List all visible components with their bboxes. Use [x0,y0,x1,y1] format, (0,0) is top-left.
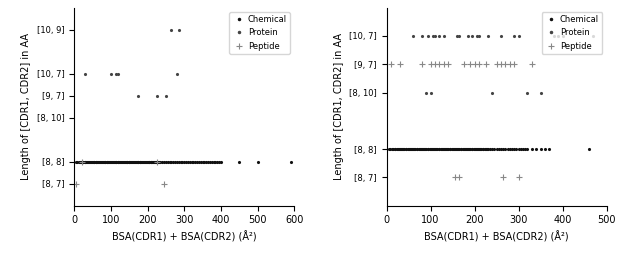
Line: Chemical: Chemical [387,147,591,151]
Protein [469,34,476,38]
Protein [524,91,531,94]
Peptide [387,63,395,66]
Protein [537,91,544,94]
Peptide [427,63,435,66]
Peptide [500,176,507,179]
Legend: Chemical, Protein, Peptide: Chemical, Protein, Peptide [542,12,602,54]
Protein [488,91,496,94]
Protein [135,94,142,97]
Protein [590,34,597,38]
Protein [550,34,558,38]
Protein [115,72,122,75]
Chemical [79,160,87,163]
Chemical [142,160,149,163]
Protein [162,94,170,97]
Protein [418,34,425,38]
Line: Peptide: Peptide [73,159,167,186]
Peptide [482,63,490,66]
Peptide [72,182,80,185]
Protein [464,34,472,38]
Peptide [502,63,509,66]
Protein [175,28,183,31]
Protein [436,34,443,38]
Protein [473,34,480,38]
Chemical [206,160,214,163]
X-axis label: BSA(CDR1) + BSA(CDR2) (Å²): BSA(CDR1) + BSA(CDR2) (Å²) [424,231,569,242]
Protein [511,34,518,38]
Protein [497,34,504,38]
Y-axis label: Length of [CDR1, CDR2] in AA: Length of [CDR1, CDR2] in AA [334,33,344,180]
Protein [107,72,115,75]
Y-axis label: Length of [CDR1, CDR2] in AA: Length of [CDR1, CDR2] in AA [21,33,31,180]
Peptide [451,176,459,179]
Peptide [456,176,463,179]
Chemical [287,160,294,163]
Line: Protein: Protein [411,34,595,94]
Peptide [440,63,448,66]
Protein [173,72,181,75]
Protein [484,34,491,38]
Peptide [471,63,478,66]
Protein [559,34,566,38]
Peptide [160,182,168,185]
Line: Chemical: Chemical [74,160,292,163]
Protein [453,34,461,38]
Peptide [515,176,522,179]
Legend: Chemical, Protein, Peptide: Chemical, Protein, Peptide [229,12,290,54]
Protein [475,34,483,38]
Chemical [422,148,429,151]
Protein [456,34,463,38]
Protein [425,34,432,38]
Chemical [147,160,154,163]
Peptide [460,63,467,66]
Peptide [78,160,85,163]
Chemical [420,148,428,151]
Peptide [436,63,443,66]
Chemical [186,160,194,163]
Peptide [511,63,518,66]
Peptide [497,63,504,66]
Peptide [153,160,160,163]
Protein [427,91,435,94]
Protein [429,34,436,38]
Peptide [493,63,500,66]
Line: Peptide: Peptide [388,61,535,180]
Protein [409,34,417,38]
Protein [82,72,89,75]
Protein [168,28,175,31]
Peptide [506,63,514,66]
Peptide [528,63,535,66]
Chemical [72,160,80,163]
Chemical [467,148,474,151]
Peptide [467,63,474,66]
Chemical [586,148,593,151]
Line: Protein: Protein [84,28,181,97]
Protein [515,34,522,38]
Protein [431,34,439,38]
Protein [440,34,448,38]
X-axis label: BSA(CDR1) + BSA(CDR2) (Å²): BSA(CDR1) + BSA(CDR2) (Å²) [112,231,257,242]
Chemical [481,148,488,151]
Chemical [385,148,392,151]
Peptide [396,63,404,66]
Protein [423,91,430,94]
Peptide [418,63,425,66]
Protein [153,94,160,97]
Protein [555,34,562,38]
Chemical [435,148,442,151]
Peptide [475,63,483,66]
Chemical [141,160,148,163]
Peptide [444,63,452,66]
Protein [113,72,120,75]
Peptide [431,63,439,66]
Chemical [400,148,408,151]
